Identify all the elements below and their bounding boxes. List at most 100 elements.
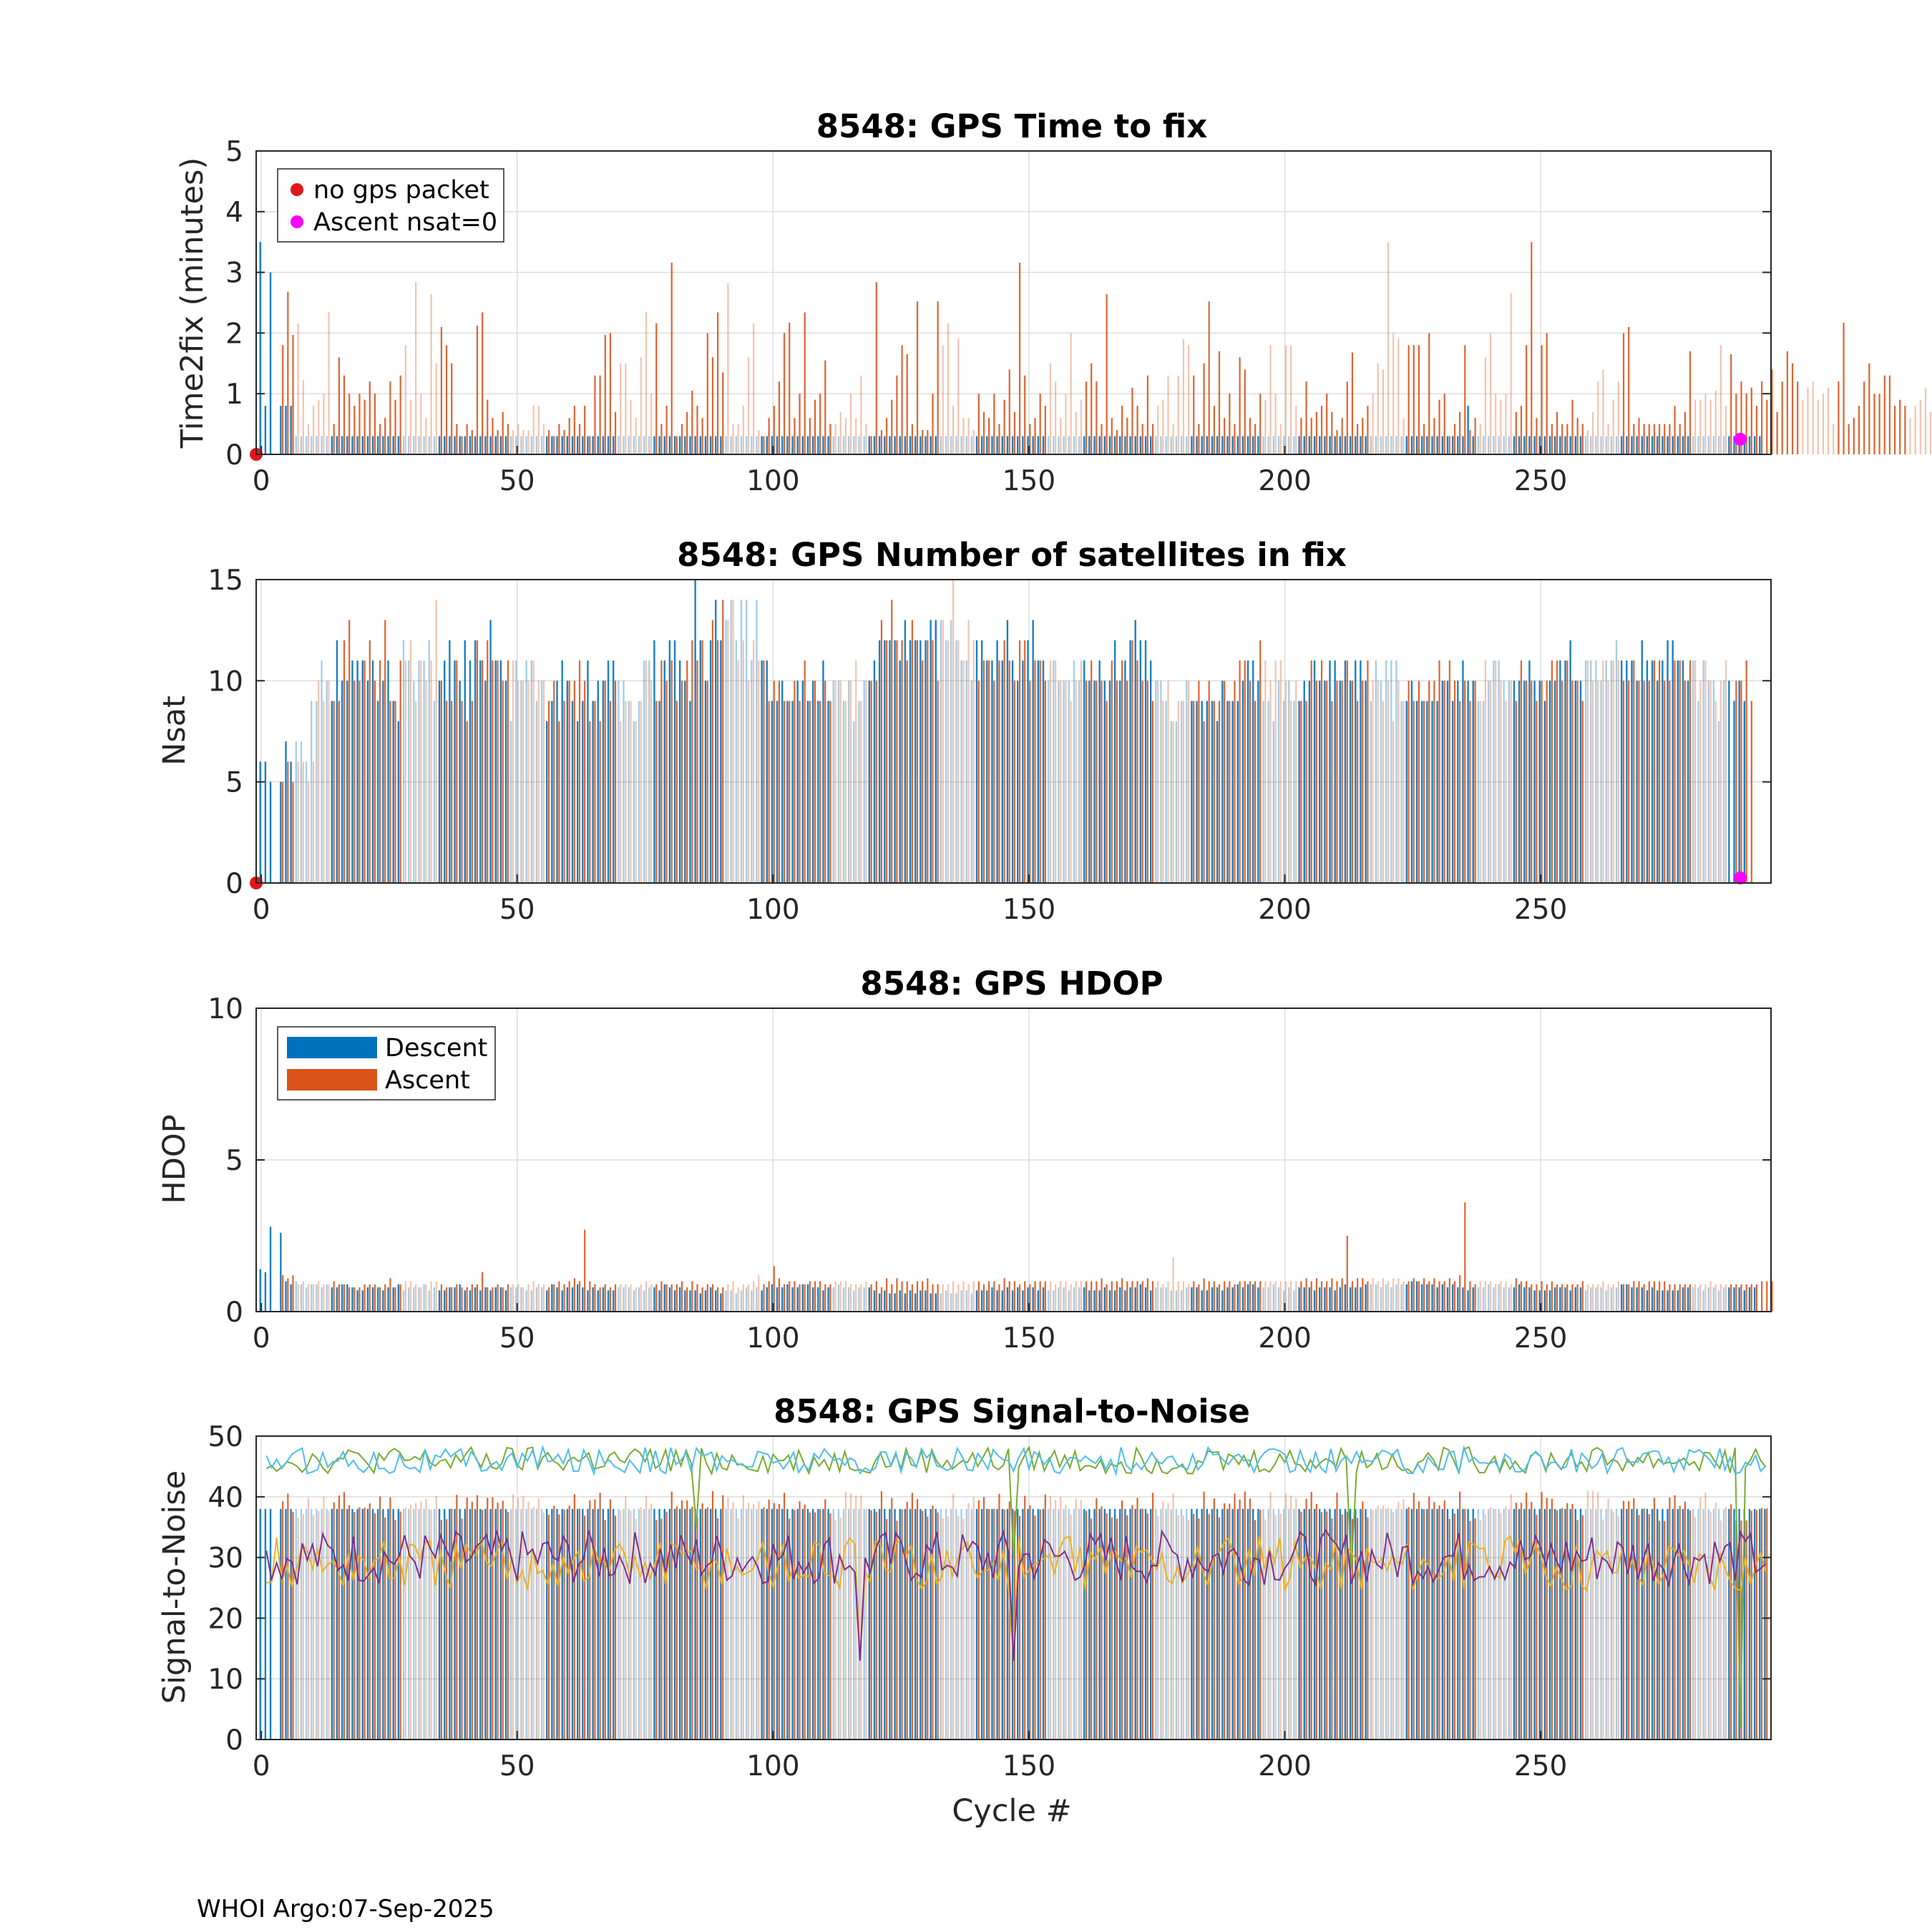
ascent-bar [1407, 345, 1410, 454]
ascent-bar [1433, 1278, 1435, 1312]
axes-box [255, 579, 1772, 884]
descent-bar [397, 436, 400, 454]
descent-bar [1641, 436, 1643, 454]
descent-bar [1559, 436, 1561, 454]
descent-bar [1559, 660, 1561, 883]
descent-bar [735, 640, 738, 883]
descent-bar [1262, 1287, 1264, 1312]
ascent-bar [1172, 424, 1174, 454]
ascent-bar [1510, 293, 1512, 454]
descent-bar [996, 640, 998, 883]
ascent-bar [379, 660, 381, 883]
ascent-bar [1346, 1236, 1348, 1312]
ascent-bar [374, 394, 376, 454]
ascent-bar [977, 394, 980, 454]
descent-bar [484, 680, 487, 883]
descent-bar [1318, 680, 1321, 883]
descent-bar [1743, 1508, 1746, 1740]
ascent-bar [998, 1284, 1000, 1312]
ascent-bar [804, 1284, 806, 1312]
descent-bar [469, 436, 472, 454]
descent-bar [704, 1508, 707, 1740]
ascent-bar [1187, 345, 1190, 454]
descent-bar [402, 1290, 405, 1312]
ascent-bar [1597, 381, 1599, 454]
ascent-bar [1566, 424, 1568, 454]
ascent-bar [1638, 680, 1640, 883]
ascent-bar [589, 436, 591, 454]
ascent-bar [640, 701, 642, 883]
descent-bar [1528, 660, 1531, 883]
ascent-bar [578, 1281, 581, 1312]
ascent-bar [1151, 424, 1154, 454]
ascent-bar [849, 394, 852, 454]
descent-bar [285, 1508, 287, 1740]
ascent-bar [343, 640, 346, 883]
ascent-bar [675, 1284, 678, 1312]
descent-bar [766, 436, 768, 454]
ascent-bar [972, 1496, 975, 1740]
descent-bar [822, 1508, 824, 1740]
ascent-bar [1638, 1515, 1640, 1740]
ascent-bar [537, 1498, 540, 1740]
descent-bar [540, 436, 543, 454]
descent-bar [1318, 1508, 1321, 1740]
descent-bar [428, 640, 430, 883]
ascent-bar [896, 375, 898, 454]
ascent-bar [1724, 660, 1727, 883]
descent-bar [433, 1287, 436, 1312]
ascent-bar [287, 1493, 289, 1740]
ascent-bar [625, 1284, 627, 1312]
descent-bar [1129, 640, 1131, 883]
descent-bar [924, 1508, 927, 1740]
descent-bar [633, 1290, 635, 1312]
descent-bar [1467, 1290, 1469, 1312]
descent-bar [1068, 1290, 1070, 1312]
ascent-bar [492, 1497, 494, 1740]
descent-bar [1692, 1287, 1694, 1312]
descent-bar [653, 640, 655, 883]
ascent-bar [635, 1518, 637, 1740]
descent-bar [1590, 1508, 1592, 1740]
ascent-bar [1679, 424, 1681, 454]
descent-bar [1446, 1287, 1449, 1312]
ascent-bar [353, 1287, 356, 1312]
descent-bar [1375, 1284, 1377, 1312]
ascent-bar [886, 640, 888, 883]
ascent-bar [527, 1501, 530, 1740]
ascent-bar [1433, 418, 1435, 454]
descent-bar [1733, 436, 1735, 454]
descent-bar [1543, 1290, 1546, 1312]
ascent-bar [1310, 1281, 1312, 1312]
descent-bar [673, 436, 676, 454]
descent-bar [1022, 436, 1024, 454]
descent-bar [791, 1287, 794, 1312]
ascent-bar [865, 424, 867, 454]
ascent-bar [1418, 1501, 1420, 1740]
ascent-bar [1320, 1281, 1323, 1312]
descent-bar [1068, 436, 1070, 454]
ascent-bar [614, 411, 617, 454]
ascent-bar [880, 1491, 883, 1740]
descent-bar [1600, 1508, 1602, 1740]
descent-bar [351, 660, 353, 883]
ascent-bar [563, 430, 565, 454]
ascent-bar [722, 372, 724, 454]
ascent-bar [967, 620, 970, 883]
descent-bar [1472, 1287, 1474, 1312]
ascent-bar [584, 406, 586, 454]
descent-bar [613, 436, 615, 454]
ascent-bar [563, 1509, 565, 1740]
descent-bar [1590, 660, 1592, 883]
ascent-bar [1326, 1511, 1328, 1740]
ascent-bar [1049, 363, 1052, 454]
ascent-bar [1029, 1505, 1031, 1740]
descent-bar [935, 620, 937, 883]
ascent-bar [364, 660, 366, 883]
descent-bar [842, 436, 845, 454]
ascent-bar [670, 1491, 673, 1740]
ascent-bar [1648, 424, 1650, 454]
descent-bar [694, 580, 696, 883]
ascent-bar [1551, 1498, 1553, 1740]
ascent-bar [318, 1511, 320, 1740]
